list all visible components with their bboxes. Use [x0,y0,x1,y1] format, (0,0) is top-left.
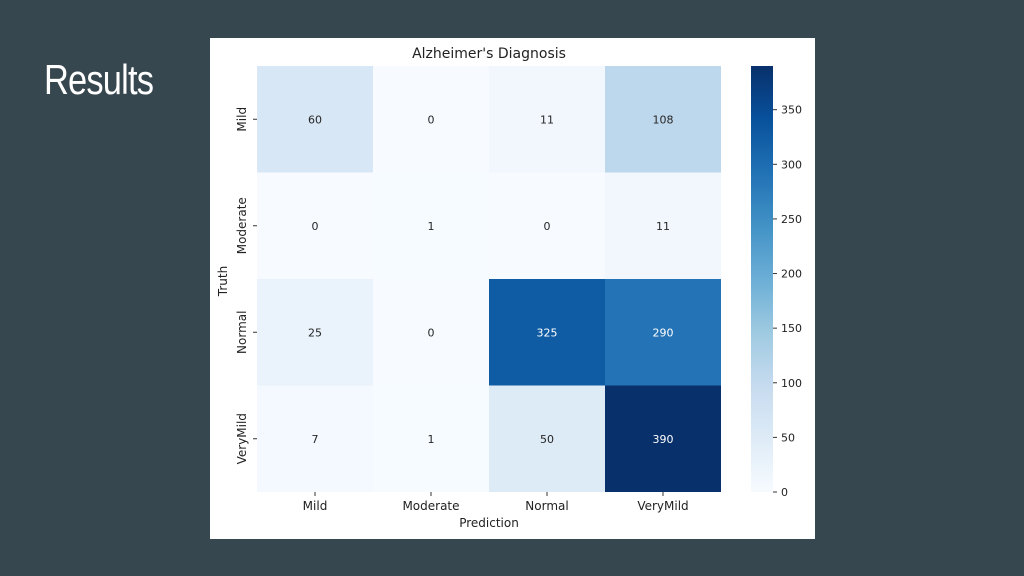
heatmap-cell [373,385,489,492]
x-tick-label: Normal [525,499,568,513]
colorbar-tick-label: 0 [781,486,788,499]
colorbar-tick-label: 50 [781,431,795,444]
cell-value-label: 1 [428,433,435,446]
heatmap-cell [373,66,489,173]
heatmap-cell [257,66,373,173]
heatmap-cell [605,172,721,279]
chart-panel: Alzheimer's Diagnosis 60 0 11 108 0 1 0 11 25 0 32… [210,38,815,539]
heatmap-cell [257,172,373,279]
cell-value-label: 0 [428,113,435,126]
heatmap-cell [489,385,605,492]
colorbar [751,66,773,492]
heatmap-cell [257,385,373,492]
colorbar-tick-label: 100 [781,377,802,390]
y-tick-label: Moderate [235,197,249,254]
heatmap-cell [489,172,605,279]
cell-value-label: 0 [312,220,319,233]
cell-value-label: 0 [428,326,435,339]
cell-value-label: 108 [653,113,674,126]
chart-title: Alzheimer's Diagnosis [412,46,566,62]
heatmap-cell [373,279,489,386]
x-axis-label: Prediction [459,516,519,530]
heatmap-cell [605,66,721,173]
heatmap-cell [257,279,373,386]
cell-value-label: 60 [308,113,322,126]
heatmap-cell [489,66,605,173]
cell-value-label: 25 [308,326,322,339]
cell-value-label: 325 [537,326,558,339]
slide-title: Results [44,56,154,103]
cell-value-label: 1 [428,220,435,233]
cell-value-label: 50 [540,433,554,446]
cell-value-label: 11 [656,220,670,233]
cell-value-label: 0 [544,220,551,233]
cell-value-label: 290 [653,326,674,339]
colorbar-tick-label: 200 [781,268,802,281]
colorbar-tick-label: 250 [781,213,802,226]
colorbar-tick-label: 150 [781,322,802,335]
y-tick-label: Mild [235,107,249,132]
heatmap-cell [605,385,721,492]
cell-value-label: 11 [540,113,554,126]
colorbar-tick-label: 300 [781,158,802,171]
heatmap-cell [605,279,721,386]
colorbar-tick-label: 350 [781,104,802,117]
heatmap-cell [373,172,489,279]
cell-value-label: 7 [312,433,319,446]
x-tick-label: VeryMild [637,499,688,513]
y-tick-label: Normal [235,311,249,354]
cell-value-label: 390 [653,433,674,446]
x-tick-label: Mild [303,499,328,513]
heatmap-cell [489,279,605,386]
y-axis-label: Truth [216,266,230,297]
y-tick-label: VeryMild [235,413,249,464]
x-tick-label: Moderate [402,499,459,513]
